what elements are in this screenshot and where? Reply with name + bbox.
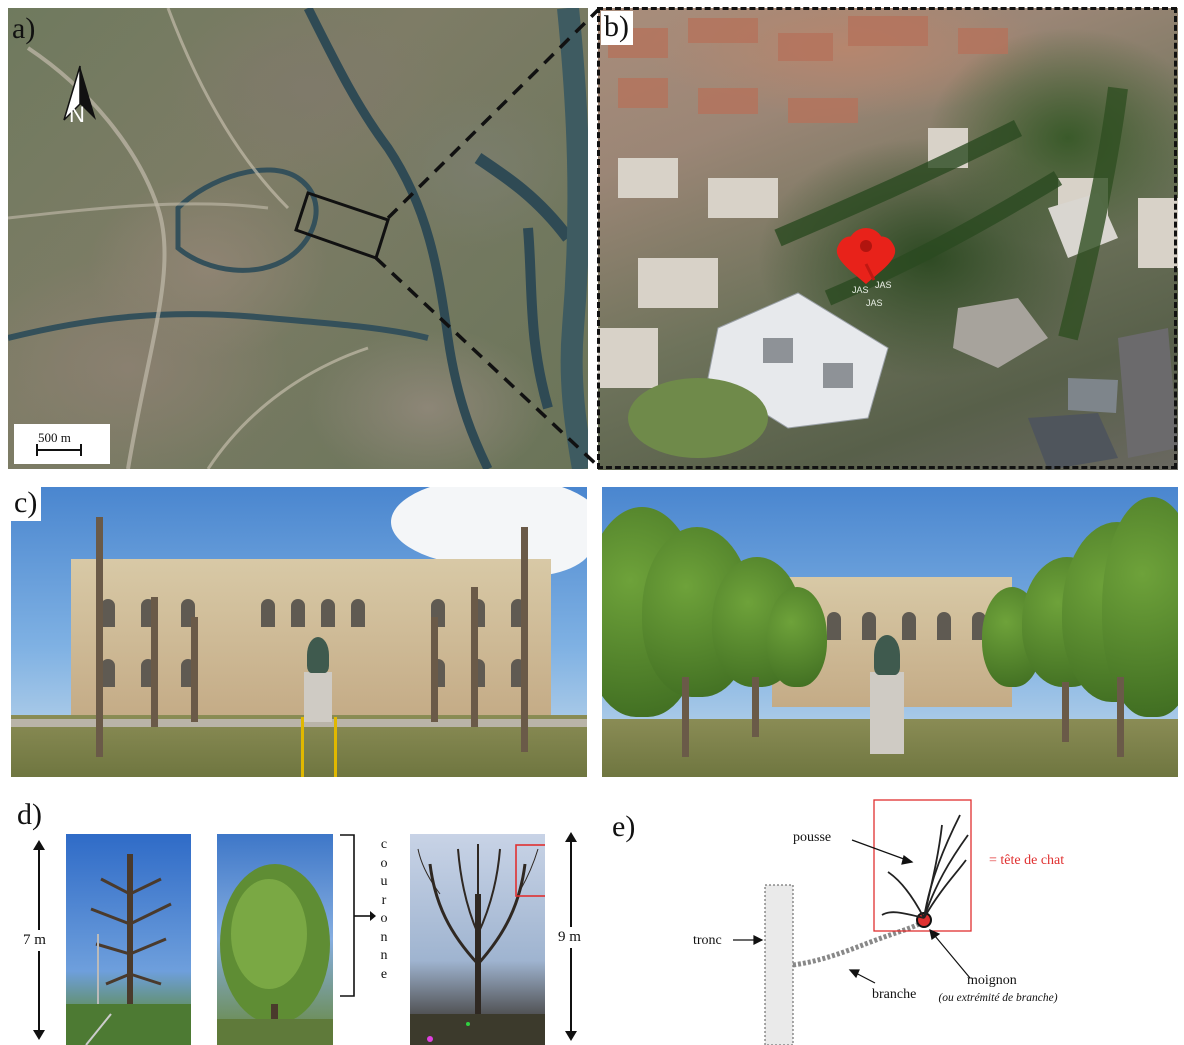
trunk-drawing <box>765 885 793 1045</box>
crown-bracket <box>336 834 376 998</box>
photo-pruned-tree <box>66 834 191 1045</box>
crown-vertical-label: couronne <box>377 836 391 984</box>
photo-winter-pollarded-trees: c) <box>11 487 587 777</box>
label-tete-de-chat: = tête de chat <box>989 853 1064 869</box>
photo-crowned-tree <box>217 834 333 1045</box>
label-moignon: moignon <box>967 973 1017 989</box>
label-moignon-note: (ou extrémité de branche) <box>938 991 1058 1006</box>
tree-structure-diagram <box>600 790 1184 1045</box>
branch-drawing <box>793 920 924 965</box>
shoots-drawing <box>882 815 968 918</box>
panel-c-label: c) <box>11 487 41 521</box>
label-pousse: pousse <box>793 830 831 846</box>
cat-head-box <box>874 800 971 931</box>
panel-b-dashed-frame <box>597 7 1177 469</box>
photo-summer-foliage-trees <box>602 487 1178 777</box>
height-label-9m: 9 m <box>558 927 581 948</box>
label-branche: branche <box>872 987 916 1003</box>
label-tronc: tronc <box>693 933 722 949</box>
photo-bare-tree-cat-head <box>410 834 545 1045</box>
height-label-7m: 7 m <box>23 930 46 951</box>
panel-d-label: d) <box>17 800 42 830</box>
crown-label-text: couronne <box>379 836 389 984</box>
